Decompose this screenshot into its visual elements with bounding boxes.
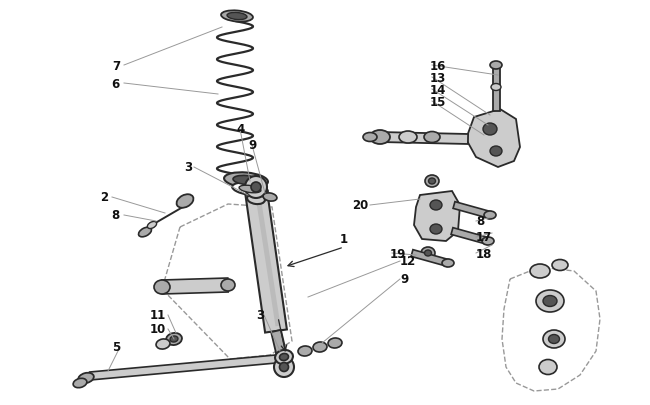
Text: 2: 2: [100, 191, 108, 204]
Text: 3: 3: [184, 161, 192, 174]
Text: 5: 5: [112, 341, 120, 354]
Polygon shape: [466, 110, 520, 168]
Text: 15: 15: [430, 95, 447, 108]
Ellipse shape: [221, 11, 253, 23]
Text: 9: 9: [248, 139, 256, 152]
Ellipse shape: [399, 132, 417, 144]
Ellipse shape: [73, 378, 87, 388]
Polygon shape: [162, 278, 228, 294]
Ellipse shape: [430, 200, 442, 211]
Text: 4: 4: [236, 123, 244, 136]
Ellipse shape: [154, 280, 170, 294]
Text: 13: 13: [430, 71, 447, 84]
Ellipse shape: [430, 224, 442, 234]
Ellipse shape: [428, 179, 436, 185]
Polygon shape: [90, 355, 276, 380]
Polygon shape: [411, 250, 449, 267]
Ellipse shape: [483, 124, 497, 136]
Polygon shape: [493, 68, 499, 112]
Ellipse shape: [170, 336, 178, 342]
Ellipse shape: [370, 131, 390, 145]
Ellipse shape: [156, 339, 170, 349]
Ellipse shape: [363, 133, 377, 142]
Ellipse shape: [421, 247, 435, 259]
Text: 10: 10: [150, 323, 166, 336]
Ellipse shape: [530, 264, 550, 278]
Ellipse shape: [224, 173, 268, 188]
Text: 8: 8: [476, 215, 484, 228]
Ellipse shape: [239, 186, 261, 193]
Text: 18: 18: [476, 247, 493, 260]
Text: 19: 19: [390, 247, 406, 260]
Ellipse shape: [148, 222, 157, 229]
Ellipse shape: [247, 194, 265, 205]
Text: 14: 14: [430, 83, 447, 96]
Polygon shape: [451, 228, 489, 245]
Text: 17: 17: [476, 231, 492, 244]
Ellipse shape: [78, 373, 94, 383]
Ellipse shape: [251, 183, 261, 192]
Polygon shape: [271, 330, 289, 366]
Ellipse shape: [263, 194, 277, 202]
Ellipse shape: [424, 132, 440, 143]
Ellipse shape: [442, 259, 454, 267]
Ellipse shape: [298, 346, 312, 356]
Text: 8: 8: [112, 209, 120, 222]
Ellipse shape: [245, 177, 267, 198]
Ellipse shape: [539, 360, 557, 375]
Polygon shape: [414, 192, 460, 241]
Polygon shape: [380, 133, 468, 145]
Ellipse shape: [166, 333, 182, 345]
Ellipse shape: [543, 330, 565, 348]
Ellipse shape: [536, 290, 564, 312]
Ellipse shape: [552, 260, 568, 271]
Text: 9: 9: [400, 273, 408, 286]
Polygon shape: [453, 202, 491, 219]
Text: 7: 7: [112, 60, 120, 72]
Ellipse shape: [549, 335, 560, 344]
Ellipse shape: [280, 362, 289, 371]
Polygon shape: [245, 190, 287, 333]
Text: 11: 11: [150, 309, 166, 322]
Ellipse shape: [274, 357, 294, 377]
Text: 20: 20: [352, 199, 368, 212]
Ellipse shape: [543, 296, 557, 307]
Ellipse shape: [232, 183, 268, 196]
Ellipse shape: [177, 195, 194, 208]
Polygon shape: [255, 196, 280, 326]
Text: 3: 3: [256, 309, 264, 322]
Text: 16: 16: [430, 60, 447, 72]
Ellipse shape: [328, 338, 342, 348]
Ellipse shape: [280, 354, 289, 360]
Ellipse shape: [233, 176, 259, 185]
Ellipse shape: [490, 62, 502, 70]
Ellipse shape: [490, 147, 502, 157]
Text: 6: 6: [112, 77, 120, 90]
Text: 12: 12: [400, 255, 416, 268]
Ellipse shape: [482, 237, 494, 245]
Ellipse shape: [491, 84, 501, 91]
Ellipse shape: [138, 228, 151, 237]
Ellipse shape: [424, 250, 432, 256]
Text: 1: 1: [340, 233, 348, 246]
Ellipse shape: [313, 342, 327, 352]
Ellipse shape: [484, 211, 496, 220]
Ellipse shape: [275, 350, 293, 364]
Ellipse shape: [227, 13, 247, 21]
Ellipse shape: [425, 175, 439, 188]
Ellipse shape: [221, 279, 235, 291]
